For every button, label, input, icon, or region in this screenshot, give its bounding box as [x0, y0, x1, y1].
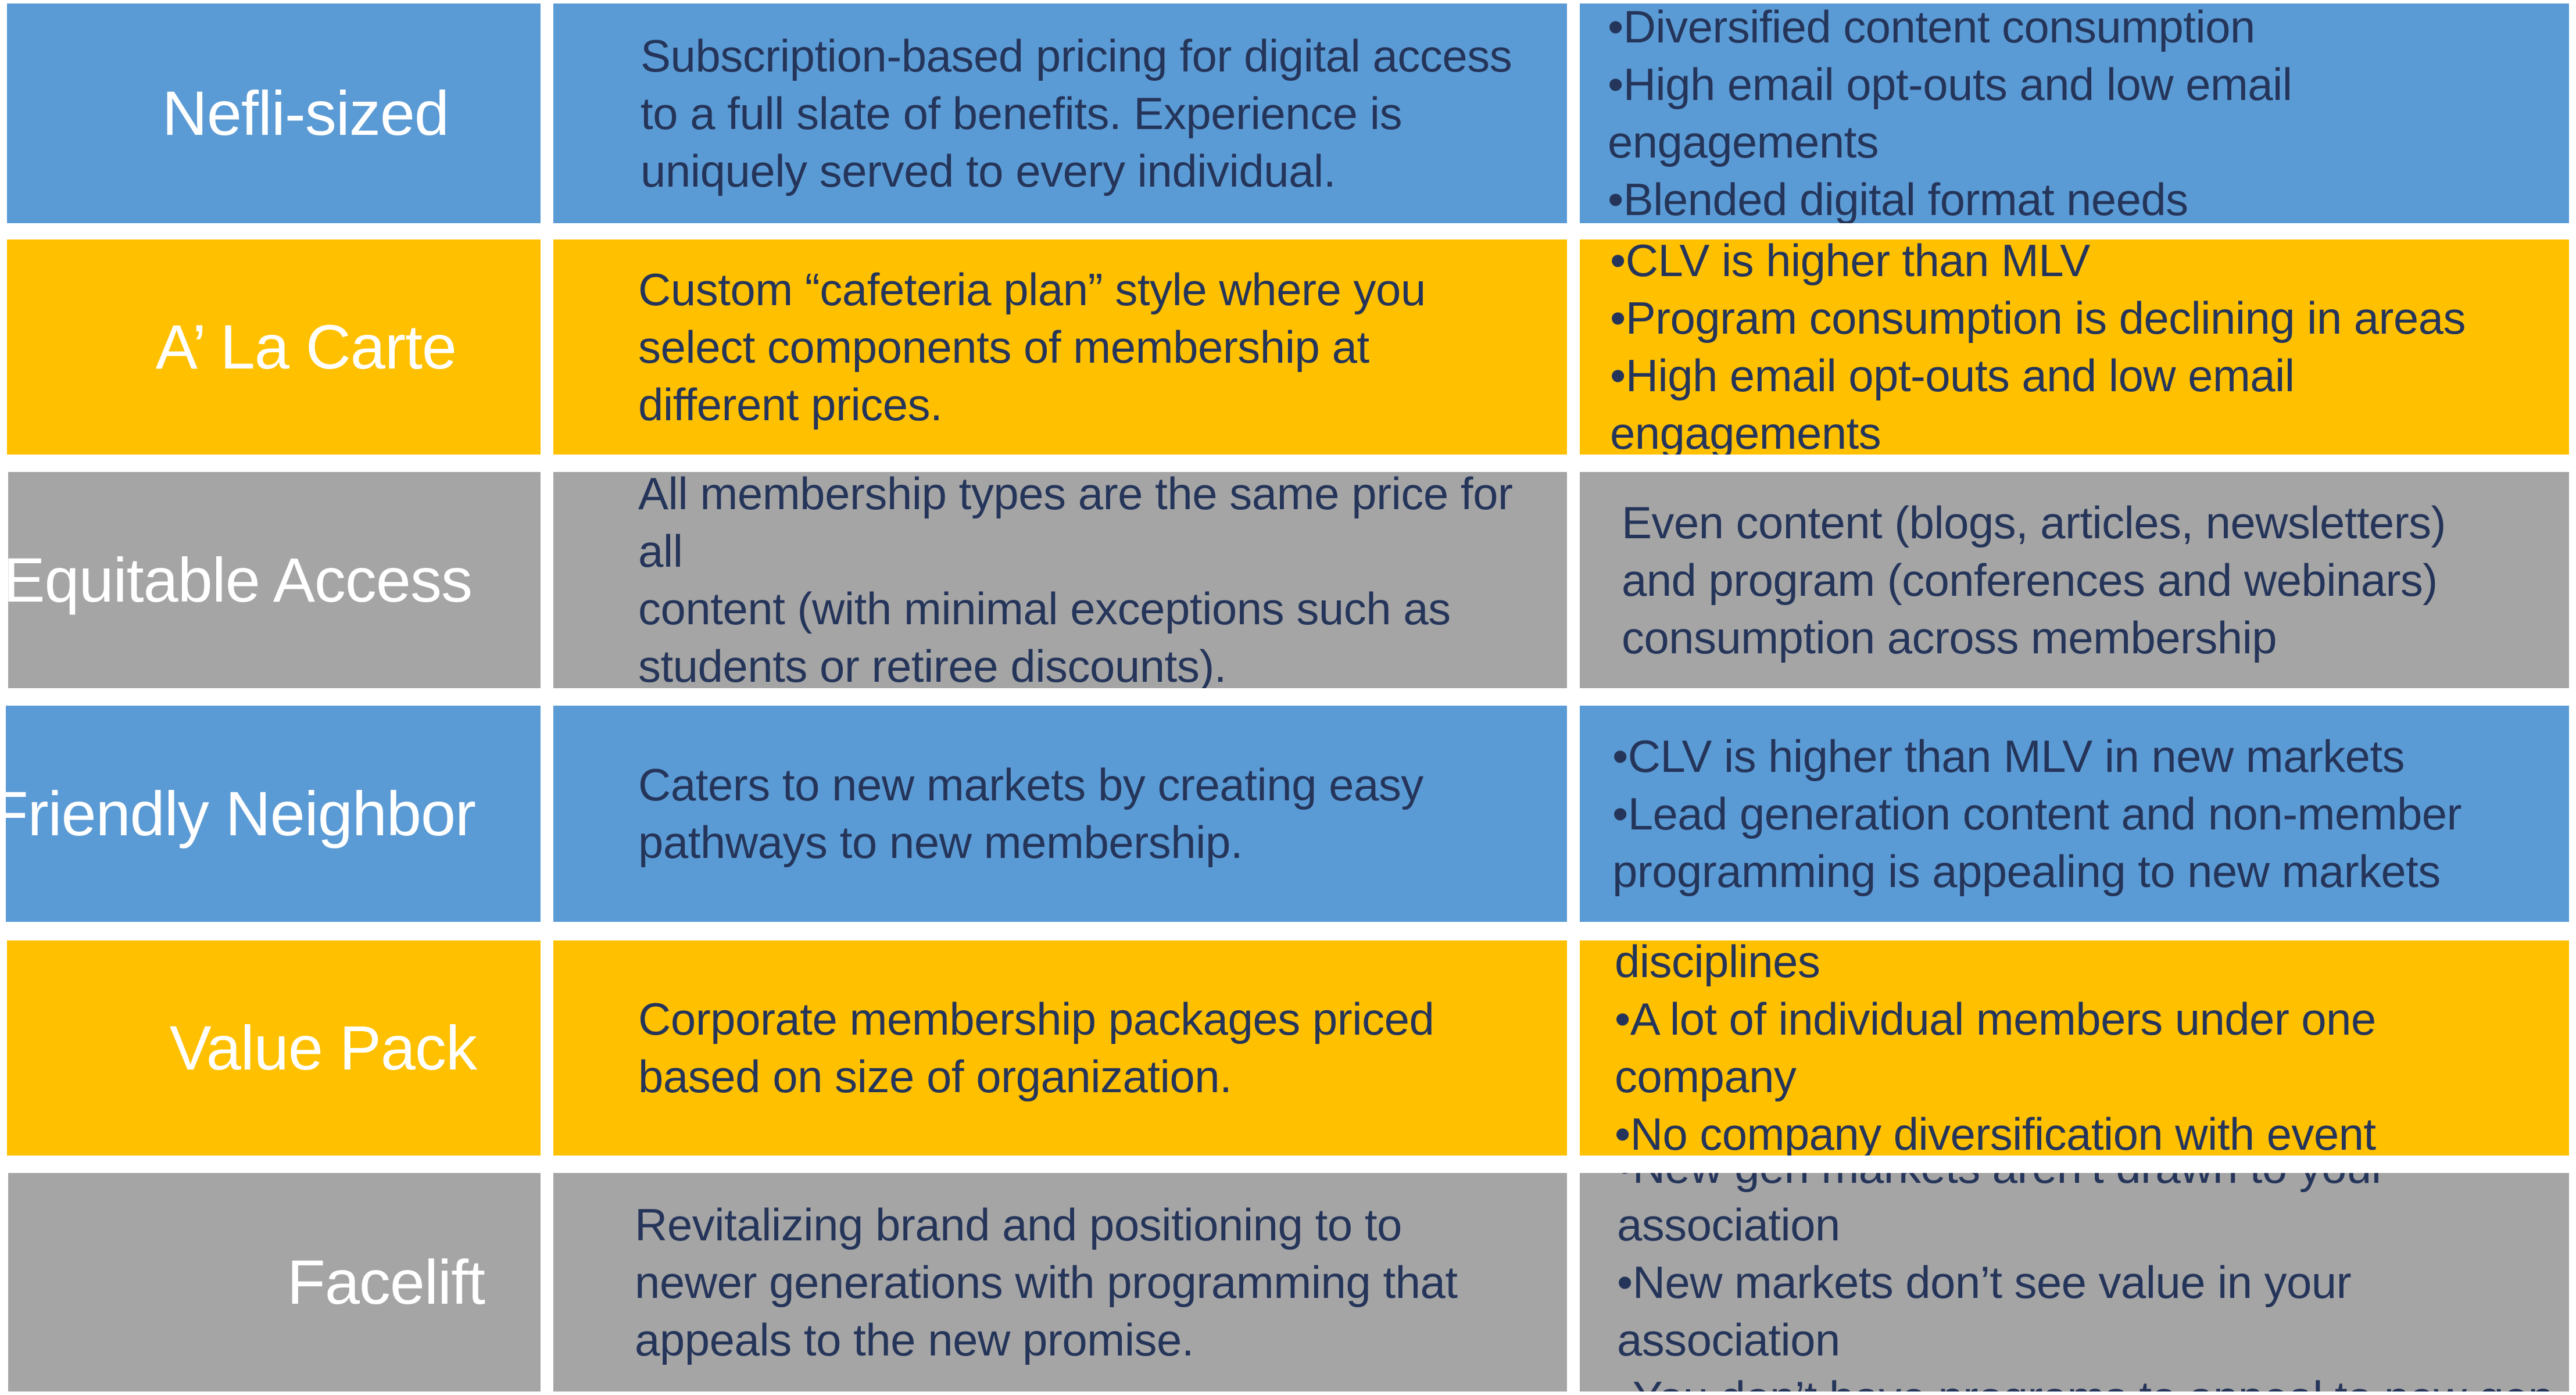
model-description: Custom “cafeteria plan” style where you … — [638, 263, 1426, 430]
row-name-cell: Value Pack — [7, 940, 541, 1156]
indicator-item: •Diverse segments across functions and d… — [1615, 940, 1820, 987]
indicator-list: •CLV is higher than MLV in new markets •… — [1612, 728, 2462, 900]
row-indicators-cell: •Diverse segments across functions and d… — [1580, 940, 2569, 1156]
row-indicators-cell: •Diversified content consumption •High e… — [1580, 3, 2569, 223]
model-description: Caters to new markets by creating easy p… — [638, 759, 1423, 868]
row-indicators-cell: •CLV is higher than MLV •Program consump… — [1580, 239, 2569, 455]
row-name-cell: A’ La Carte — [7, 239, 541, 455]
row-name-cell: Facelift — [8, 1173, 541, 1392]
row-description-cell: Caters to new markets by creating easy p… — [553, 706, 1567, 922]
indicator-list: •Diversified content consumption •High e… — [1608, 3, 2557, 223]
row-description-cell: Corporate membership packages priced bas… — [553, 940, 1567, 1156]
model-description: Corporate membership packages priced bas… — [638, 993, 1434, 1102]
model-name: Facelift — [287, 1246, 485, 1317]
indicator-item: •CLV is higher than MLV — [1610, 239, 2090, 286]
row-description-cell: Subscription-based pricing for digital a… — [553, 3, 1567, 223]
row-description-cell: Revitalizing brand and positioning to to… — [553, 1173, 1567, 1392]
model-name: Equitable Access — [8, 544, 473, 615]
indicator-item: •Program consumption is declining in are… — [1610, 292, 2466, 344]
indicator-item: •CLV is higher than MLV in new markets — [1612, 730, 2405, 782]
model-name: Value Pack — [169, 1012, 477, 1083]
row-description-cell: Custom “cafeteria plan” style where you … — [553, 239, 1567, 455]
row-name-cell: Friendly Neighbor — [6, 706, 541, 922]
model-description: All membership types are the same price … — [638, 472, 1513, 688]
model-description: Revitalizing brand and positioning to to… — [635, 1199, 1458, 1365]
indicator-list: •Diverse segments across functions and d… — [1615, 940, 2557, 1156]
indicator-item: •No company diversification with event a… — [1615, 1108, 2376, 1156]
indicator-item: •New markets don’t see value in your ass… — [1617, 1256, 2352, 1365]
model-name: Friendly Neighbor — [6, 778, 476, 849]
indicator-item: •New gen markets aren’t drawn to your as… — [1617, 1173, 2387, 1250]
model-name: A’ La Carte — [155, 311, 457, 382]
row-indicators-cell: Even content (blogs, articles, newslette… — [1580, 472, 2569, 688]
row-indicators-cell: •CLV is higher than MLV in new markets •… — [1580, 706, 2569, 922]
indicator-item: Even content (blogs, articles, newslette… — [1622, 496, 2446, 663]
indicator-item: •High email opt-outs and low email engag… — [1608, 59, 2292, 167]
indicator-item: •Lead generation content and non-member … — [1612, 788, 2462, 897]
model-description: Subscription-based pricing for digital a… — [641, 30, 1512, 196]
indicator-item: •Diversified content consumption — [1608, 3, 2255, 52]
row-name-cell: Equitable Access — [8, 472, 541, 688]
indicator-list: •New gen markets aren’t drawn to your as… — [1617, 1173, 2557, 1392]
model-name: Nefli-sized — [162, 77, 449, 148]
indicator-item: •High email opt-outs and low email engag… — [1610, 350, 2295, 455]
indicator-list: Even content (blogs, articles, newslette… — [1622, 494, 2446, 667]
indicator-list: •CLV is higher than MLV •Program consump… — [1610, 239, 2557, 455]
indicator-item: •You don’t have programs to appeal to ne… — [1617, 1369, 2557, 1392]
row-name-cell: Nefli-sized — [7, 3, 541, 223]
indicator-item: •A lot of individual members under one c… — [1615, 993, 2376, 1102]
row-indicators-cell: •New gen markets aren’t drawn to your as… — [1580, 1173, 2569, 1392]
row-description-cell: All membership types are the same price … — [553, 472, 1567, 688]
indicator-item: •Blended digital format needs — [1608, 174, 2188, 223]
